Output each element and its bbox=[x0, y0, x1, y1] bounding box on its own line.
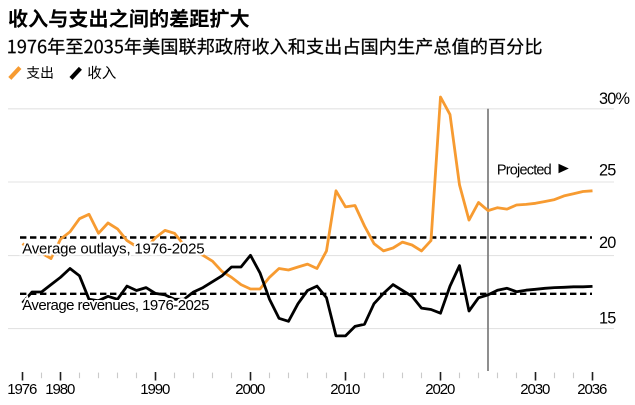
svg-text:25: 25 bbox=[599, 161, 616, 179]
svg-text:2020: 2020 bbox=[425, 381, 455, 398]
svg-text:20: 20 bbox=[599, 234, 616, 252]
svg-text:2010: 2010 bbox=[330, 381, 360, 398]
svg-text:15: 15 bbox=[599, 309, 616, 327]
svg-text:Average revenues, 1976-2025: Average revenues, 1976-2025 bbox=[22, 297, 209, 314]
svg-text:1976: 1976 bbox=[7, 381, 37, 398]
svg-text:1980: 1980 bbox=[45, 381, 75, 398]
svg-text:1990: 1990 bbox=[140, 381, 170, 398]
svg-text:Average outlays, 1976-2025: Average outlays, 1976-2025 bbox=[22, 241, 204, 258]
svg-text:Projected: Projected bbox=[497, 162, 552, 178]
svg-text:2000: 2000 bbox=[235, 381, 265, 398]
svg-text:2030: 2030 bbox=[520, 381, 550, 398]
svg-text:2036: 2036 bbox=[577, 381, 607, 398]
svg-text:30%: 30% bbox=[599, 90, 630, 108]
